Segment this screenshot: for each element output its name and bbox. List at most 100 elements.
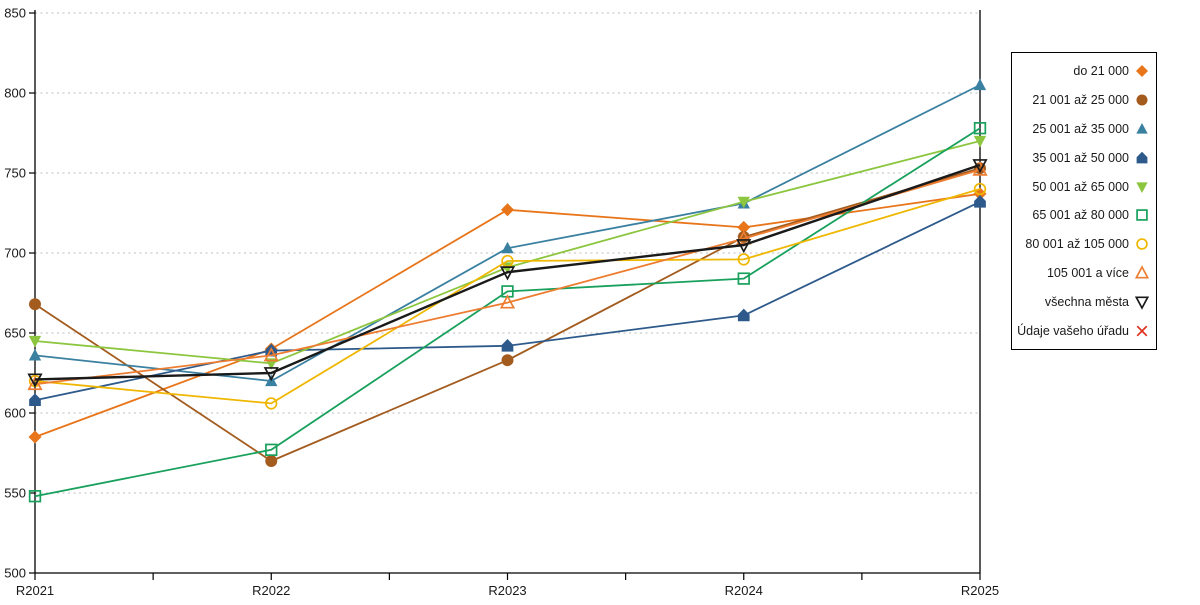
series-line [34, 163, 981, 381]
legend-label: 80 001 až 105 000 [1025, 237, 1129, 252]
data-point-marker [501, 354, 514, 367]
data-point-marker [1136, 94, 1148, 106]
legend-item: všechna města [1016, 291, 1150, 313]
x-tick-label: R2023 [488, 583, 526, 598]
legend-label: do 21 000 [1073, 64, 1129, 79]
legend-marker-icon [1136, 238, 1148, 250]
data-point-marker [1136, 181, 1148, 193]
series-1 [28, 187, 987, 444]
data-point-marker [973, 78, 987, 91]
legend-marker-icon [1134, 296, 1150, 310]
data-point-marker [1136, 209, 1148, 222]
legend-label: Údaje vašeho úřadu [1017, 323, 1129, 338]
data-point-marker [499, 294, 516, 309]
data-point-marker [27, 375, 43, 391]
legend-label: všechna města [1044, 294, 1129, 309]
data-point-marker [501, 203, 514, 217]
data-point-marker [736, 230, 752, 245]
legend-marker-icon [1136, 65, 1148, 78]
legend: do 21 000 21 001 až 25 000 25 001 až 35 00… [1011, 52, 1157, 350]
data-point-marker [29, 298, 41, 311]
legend-label: 50 001 až 65 000 [1032, 179, 1129, 194]
data-point-marker [28, 335, 42, 348]
data-point-marker [737, 220, 751, 234]
legend-item: 21 001 až 25 000 [1016, 89, 1150, 111]
legend-item: 25 001 až 35 000 [1016, 118, 1150, 140]
y-tick-label: 850 [4, 6, 26, 21]
series-4 [29, 194, 986, 407]
data-point-marker [501, 338, 514, 352]
data-point-marker [27, 373, 43, 388]
data-point-marker [737, 196, 750, 209]
series-line [34, 84, 981, 382]
legend-marker-icon [1136, 181, 1148, 193]
legend-label: 105 001 a více [1046, 265, 1129, 280]
series-line [34, 192, 981, 438]
data-point-marker [736, 239, 752, 254]
y-tick-label: 650 [4, 326, 26, 341]
data-point-marker [265, 455, 278, 467]
series-line [34, 188, 981, 405]
data-point-marker [973, 122, 987, 135]
data-point-marker [1136, 65, 1148, 78]
legend-item: Údaje vašeho úřadu [1016, 320, 1150, 342]
y-tick-label: 700 [4, 246, 26, 261]
data-point-marker [1136, 151, 1148, 164]
legend-label: 25 001 až 35 000 [1032, 121, 1129, 136]
legend-item: 65 001 až 80 000 [1016, 204, 1150, 226]
data-point-marker [263, 367, 279, 382]
series-9 [27, 159, 988, 388]
legend-item: 105 001 a více [1016, 262, 1150, 284]
data-point-marker [974, 194, 986, 208]
series-line [34, 127, 981, 498]
x-tick-label: R2022 [252, 583, 290, 598]
data-point-marker [972, 159, 988, 174]
data-point-marker [1134, 265, 1150, 279]
x-tick-label: R2021 [16, 583, 54, 598]
series-8 [27, 161, 988, 391]
series-line [34, 168, 981, 386]
legend-label: 21 001 až 25 000 [1032, 93, 1129, 108]
legend-item: 35 001 až 50 000 [1016, 147, 1150, 169]
legend-marker-icon [1136, 325, 1148, 336]
legend-label: 35 001 až 50 000 [1032, 150, 1129, 165]
y-tick-label: 550 [4, 486, 26, 501]
legend-item: do 21 000 [1016, 60, 1150, 82]
legend-marker-icon [1134, 265, 1150, 279]
data-point-marker [1134, 296, 1150, 310]
y-tick-label: 600 [4, 406, 26, 421]
legend-marker-icon [1136, 151, 1148, 164]
data-point-marker [737, 308, 750, 322]
series-7 [28, 182, 987, 410]
data-point-marker [973, 182, 987, 196]
axes: 500 550 600 650 700 750 800 850 R2021 R2022 R2023 R… [4, 6, 999, 599]
data-point-marker [501, 241, 514, 254]
series-6 [28, 122, 987, 503]
legend-marker-icon [1136, 209, 1148, 222]
y-gridlines [35, 12, 980, 494]
x-tick-label: R2024 [725, 583, 763, 598]
legend-item: 80 001 až 105 000 [1016, 233, 1150, 255]
data-point-marker [28, 430, 42, 444]
legend-item: 50 001 až 65 000 [1016, 176, 1150, 198]
data-point-marker [265, 443, 278, 456]
data-point-marker [499, 266, 516, 281]
legend-marker-icon [1136, 122, 1148, 134]
y-tick-label: 750 [4, 166, 26, 181]
data-point-marker [737, 272, 750, 285]
data-point-marker [29, 393, 41, 407]
data-point-marker [1136, 325, 1148, 336]
data-point-marker [737, 253, 750, 266]
data-point-marker [1136, 122, 1148, 134]
data-point-marker [1136, 238, 1148, 250]
y-tick-label: 800 [4, 86, 26, 101]
data-point-marker [972, 161, 988, 176]
data-point-marker [28, 490, 42, 503]
y-tick-label: 500 [4, 566, 26, 581]
data-point-marker [263, 347, 279, 362]
x-tick-label: R2025 [961, 583, 999, 598]
legend-label: 65 001 až 80 000 [1032, 208, 1129, 223]
legend-marker-icon [1136, 94, 1148, 106]
